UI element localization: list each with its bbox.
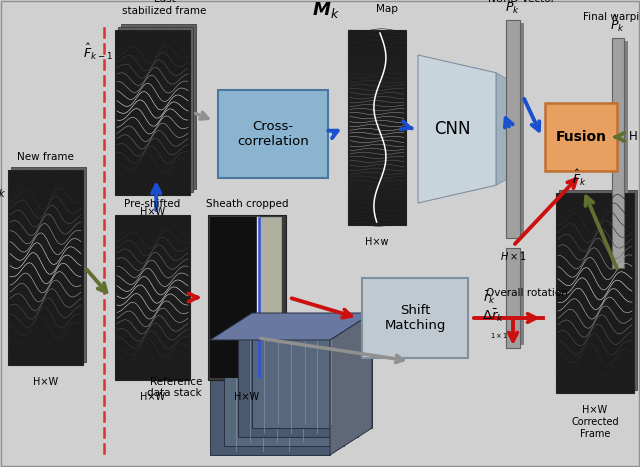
Bar [11, 167, 86, 362]
Bar [115, 30, 190, 195]
Text: Fusion: Fusion [556, 130, 607, 144]
Text: Frame: Frame [580, 429, 610, 439]
Bar [208, 215, 286, 380]
Text: H×W: H×W [234, 392, 260, 402]
Text: $\bar{r}_k$: $\bar{r}_k$ [483, 290, 496, 306]
Text: Cross-
correlation: Cross- correlation [237, 120, 309, 148]
Bar [506, 248, 520, 348]
Bar [362, 278, 468, 358]
Text: New frame: New frame [17, 152, 74, 162]
Text: H×W: H×W [582, 405, 607, 415]
Text: Pre-shifted: Pre-shifted [124, 199, 180, 209]
Text: NURD Vector: NURD Vector [488, 0, 554, 4]
Text: CNN: CNN [434, 120, 470, 138]
Bar [506, 20, 520, 238]
Text: Final warping: Final warping [583, 12, 640, 22]
Bar [238, 322, 358, 437]
Polygon shape [418, 55, 496, 203]
Text: $_{1\times1}$: $_{1\times1}$ [490, 331, 508, 341]
Text: Correlation
Map: Correlation Map [358, 0, 416, 14]
Bar [8, 170, 83, 365]
Bar [257, 217, 260, 378]
Text: Reference
data stack: Reference data stack [147, 377, 202, 398]
Text: Last
stabilized frame: Last stabilized frame [122, 0, 207, 16]
Bar [520, 23, 524, 235]
Text: $\Delta\bar{r}_k$: $\Delta\bar{r}_k$ [482, 308, 504, 325]
Text: $\bar{P}_k$: $\bar{P}_k$ [506, 0, 520, 16]
Polygon shape [210, 313, 372, 340]
Text: $\hat{F}_k$: $\hat{F}_k$ [572, 168, 587, 188]
Bar [520, 251, 524, 345]
Text: H×W: H×W [140, 207, 165, 217]
Bar [624, 41, 628, 265]
Bar [260, 217, 281, 378]
Bar [612, 38, 624, 268]
Text: $\tilde{F}_k$: $\tilde{F}_k$ [0, 180, 6, 200]
Bar [115, 215, 190, 380]
Text: H: H [629, 130, 637, 143]
Text: Sheath cropped: Sheath cropped [205, 199, 288, 209]
Bar [224, 331, 344, 446]
Bar [210, 340, 330, 455]
Bar [121, 24, 196, 189]
Bar [556, 193, 634, 393]
Text: $\hat{F}_{k-1}$: $\hat{F}_{k-1}$ [83, 42, 113, 62]
Polygon shape [330, 313, 372, 455]
Bar [118, 27, 193, 192]
Bar [545, 103, 617, 171]
Bar [210, 217, 260, 378]
Text: H×W: H×W [140, 392, 165, 402]
Text: $H\times1$: $H\times1$ [500, 250, 526, 262]
Bar [559, 190, 637, 390]
Polygon shape [496, 73, 510, 185]
Bar [252, 313, 372, 428]
Text: Overall rotation: Overall rotation [486, 288, 568, 298]
Text: Shift
Matching: Shift Matching [384, 304, 445, 332]
Text: Corrected: Corrected [571, 417, 619, 427]
Text: H×W: H×W [33, 377, 58, 387]
Bar [348, 30, 406, 225]
Text: $\boldsymbol{M}_k$: $\boldsymbol{M}_k$ [312, 0, 340, 20]
Text: $\hat{P}_k$: $\hat{P}_k$ [611, 14, 625, 34]
Text: H×w: H×w [365, 237, 388, 247]
Bar [218, 90, 328, 178]
